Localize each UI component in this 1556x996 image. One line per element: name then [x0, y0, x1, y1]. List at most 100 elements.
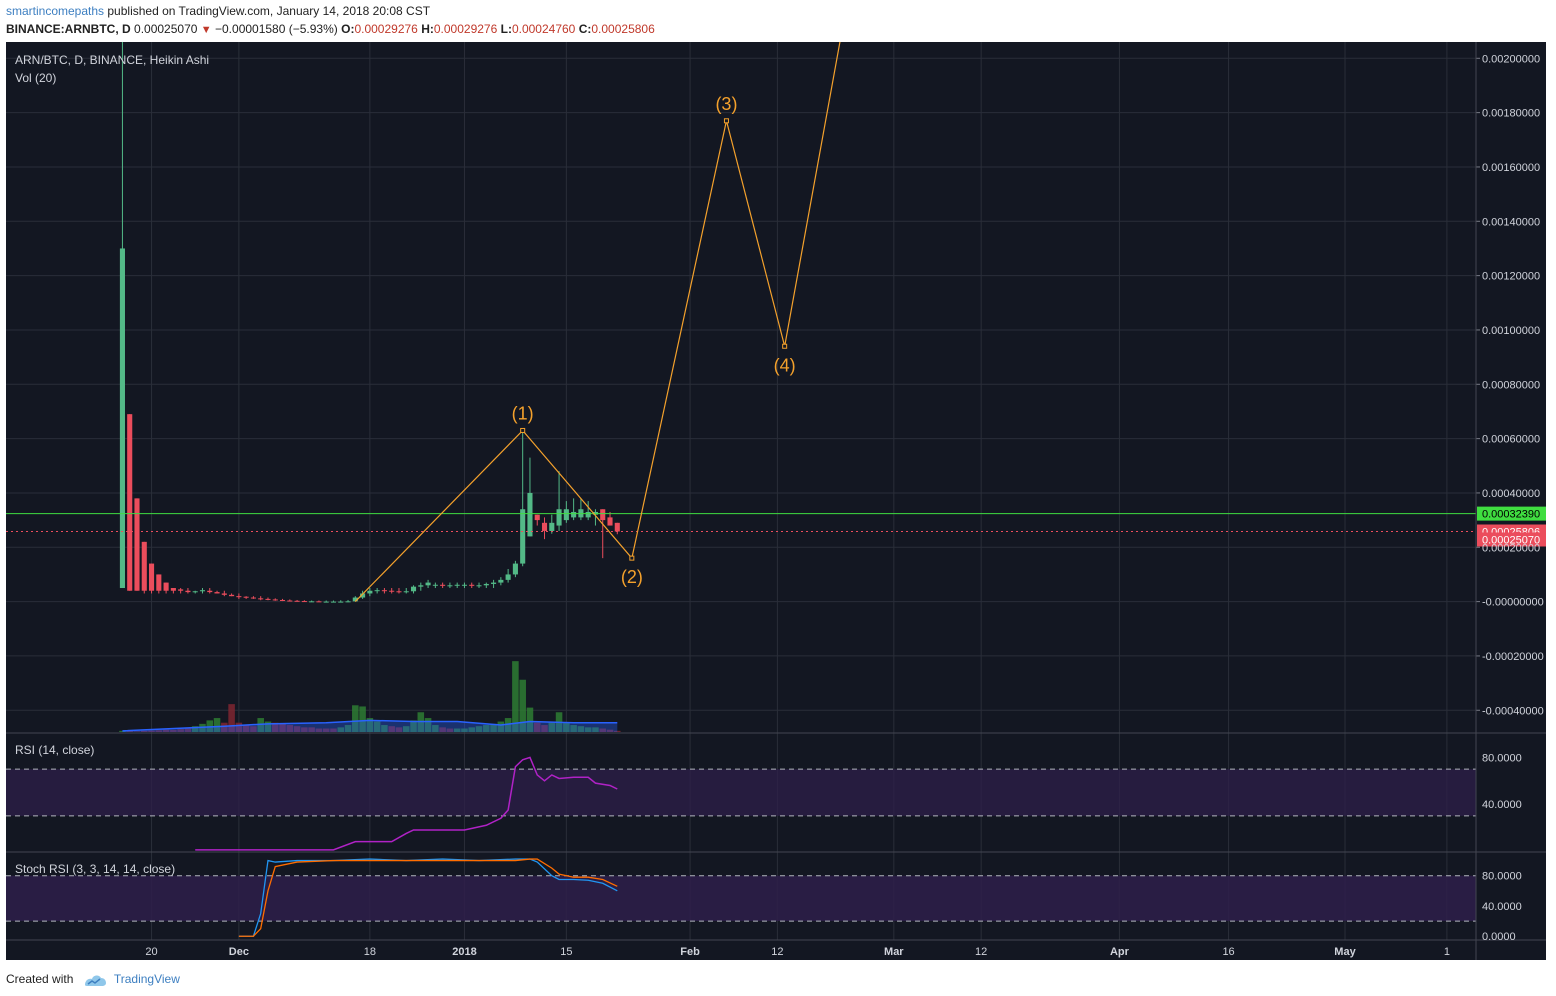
candle-body: [498, 579, 504, 583]
volume-bar: [512, 661, 519, 732]
stoch-band: [6, 875, 1476, 922]
chart-header: smartincomepaths published on TradingVie…: [0, 0, 1556, 42]
candle-body: [403, 591, 409, 593]
volume-bar: [162, 729, 170, 732]
axes: 0.00200000 0.00180000 0.00160000 0.00140000…: [6, 42, 1546, 960]
stoch-tick-label: 40.0000: [1482, 901, 1522, 913]
y-tick-label: 0.00040000: [1482, 488, 1540, 500]
candle-body: [301, 601, 307, 603]
volume-bar: [497, 721, 505, 732]
volume-bar: [570, 725, 577, 732]
volume-bar: [359, 706, 366, 732]
publish-info: published on TradingView.com, January 14…: [104, 4, 431, 18]
volume-bar: [257, 718, 264, 732]
x-tick-label: May: [1334, 946, 1356, 958]
volume-bar: [293, 726, 301, 732]
chart-background: [6, 42, 1546, 960]
y-tick-label: -0.00040000: [1482, 705, 1544, 717]
candle-body: [236, 596, 242, 598]
volume-bar: [221, 722, 228, 732]
candle-body: [614, 522, 620, 532]
elliott-wave-line: [354, 42, 841, 603]
x-tick-label: Mar: [884, 946, 904, 958]
candle-body: [287, 600, 293, 602]
volume-bar: [330, 728, 337, 732]
chart-canvas[interactable]: 0.000323900.000258060.00025070(1)(2)(3)(…: [0, 42, 1556, 962]
ohlc-line: BINANCE:ARNBTC, D 0.00025070 ▼ −0.000015…: [6, 22, 655, 36]
candle-body: [156, 574, 162, 591]
rsi-line: [195, 756, 618, 851]
candle-body: [243, 596, 249, 598]
tradingview-link[interactable]: TradingView: [113, 972, 180, 986]
x-tick-label: 20: [145, 946, 157, 958]
candle-body: [199, 590, 206, 592]
volume-indicator-title: Vol (20): [15, 71, 56, 85]
candle-body: [483, 583, 489, 586]
volume-bar: [584, 727, 592, 732]
created-with-text: Created with: [6, 972, 74, 986]
volume-bar: [577, 726, 585, 732]
volume-bar: [271, 722, 279, 732]
volume-bar: [563, 722, 570, 732]
x-tick-label: Feb: [680, 946, 700, 958]
candle-body: [272, 599, 278, 601]
y-tick-label: -0.00020000: [1482, 651, 1544, 663]
candle-body: [520, 509, 526, 564]
volume-bar: [381, 725, 388, 732]
volume-bar: [235, 722, 243, 732]
indicator-lines: [195, 756, 618, 937]
candle-body: [476, 585, 482, 587]
x-tick-label: Dec: [229, 946, 249, 958]
rsi-tick-label: 80.0000: [1482, 752, 1522, 764]
indicator-bands: [6, 768, 1476, 922]
candle-body: [279, 599, 286, 601]
volume-bar: [599, 728, 607, 732]
candle-body: [178, 589, 184, 591]
candle-body: [571, 511, 577, 518]
volume-bar: [228, 704, 235, 732]
volume-bar: [242, 725, 250, 732]
price-tag-label: 0.00025070: [1482, 535, 1540, 547]
volume-bar: [446, 728, 454, 732]
volume-bar: [490, 723, 497, 732]
volume-bar: [133, 731, 141, 732]
candle-body: [309, 601, 315, 603]
volume-bar: [504, 718, 512, 732]
candle-body: [258, 598, 264, 600]
stoch-tick-label: 0.0000: [1482, 931, 1516, 943]
candle-body: [119, 248, 125, 589]
candle-body: [418, 585, 424, 587]
candle-body: [440, 584, 446, 586]
close-value: 0.00025806: [591, 22, 655, 36]
volume-bar: [373, 721, 381, 732]
candle-body: [185, 590, 191, 593]
wave-label: (4): [774, 355, 796, 375]
wave-point: [782, 343, 788, 349]
volume-bar: [337, 727, 345, 732]
volume-bar: [315, 728, 323, 732]
candle-body: [491, 582, 497, 584]
candle-body: [323, 601, 329, 603]
y-tick-label: 0.00140000: [1482, 216, 1540, 228]
candle-body: [207, 590, 213, 593]
candle-body: [170, 588, 176, 591]
y-tick-label: 0.00120000: [1482, 271, 1540, 283]
volume-bar: [250, 726, 257, 732]
volume-bar: [177, 729, 184, 732]
candle-body: [425, 582, 431, 586]
x-tick-label: 18: [364, 946, 376, 958]
volume-bar: [592, 727, 599, 732]
rsi-band: [6, 769, 1476, 816]
candle-body: [447, 585, 453, 587]
volume-bar: [301, 727, 308, 732]
author-link[interactable]: smartincomepaths: [6, 4, 105, 18]
volume-bar: [424, 718, 432, 732]
symbol-label: BINANCE:ARNBTC, D: [6, 22, 131, 36]
volume-bar: [533, 722, 541, 732]
y-tick-label: 0.00060000: [1482, 434, 1540, 446]
wave-point: [629, 555, 635, 561]
candle-body: [541, 522, 548, 531]
high-value: 0.00029276: [433, 22, 498, 36]
volume-bar: [279, 723, 286, 732]
volume-bar: [286, 725, 294, 732]
